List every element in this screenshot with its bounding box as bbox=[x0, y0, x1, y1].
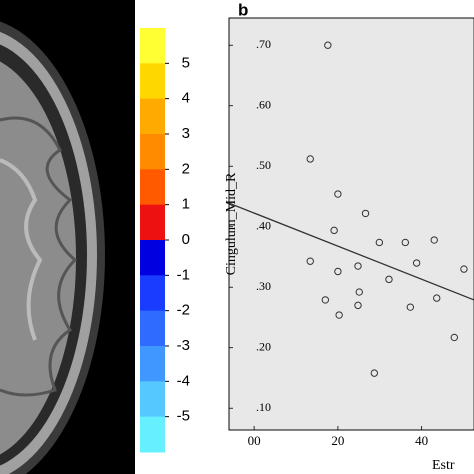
colorbar-segment bbox=[140, 416, 165, 453]
white-matter bbox=[0, 158, 43, 341]
y-tick-label: .70 bbox=[256, 37, 271, 51]
colorbar-tick-label: -1 bbox=[177, 266, 190, 283]
colorbar-tick-label: -2 bbox=[177, 302, 190, 319]
colorbar-tick-label: -3 bbox=[177, 337, 190, 354]
x-tick-label: 40 bbox=[415, 433, 428, 448]
colorbar-segment bbox=[140, 240, 165, 276]
plot-border bbox=[228, 17, 474, 431]
colorbar-segment bbox=[140, 134, 165, 170]
data-point bbox=[412, 259, 421, 267]
data-point bbox=[401, 238, 410, 247]
y-tick-label: .40 bbox=[256, 218, 271, 232]
x-tick-label: 20 bbox=[331, 433, 344, 448]
colorbar-segment bbox=[140, 346, 165, 382]
plot-frame bbox=[228, 17, 474, 431]
fit-line bbox=[228, 202, 474, 301]
data-point bbox=[375, 238, 384, 247]
colorbar-tick-label: 5 bbox=[182, 54, 190, 71]
data-point bbox=[354, 262, 362, 270]
colorbar-tick-label: 3 bbox=[182, 125, 190, 142]
colorbar-segment bbox=[140, 275, 165, 312]
data-point bbox=[306, 155, 314, 163]
data-point bbox=[306, 257, 314, 265]
data-point bbox=[433, 294, 441, 302]
data-point bbox=[361, 209, 370, 218]
x-tick-label: 00 bbox=[248, 433, 261, 448]
colorbar-segment bbox=[140, 310, 165, 347]
colorbar-tick-label: 1 bbox=[182, 196, 190, 213]
data-point bbox=[355, 288, 363, 296]
colorbar-tick-label: 0 bbox=[182, 231, 190, 248]
colorbar-tick-label: 4 bbox=[182, 90, 190, 107]
data-point bbox=[335, 311, 343, 319]
y-tick-label: .20 bbox=[256, 339, 271, 353]
colorbar-tick-label: -5 bbox=[177, 408, 190, 425]
colorbar-segment bbox=[140, 28, 165, 64]
data-point bbox=[354, 301, 362, 310]
y-axis-label: Cingulum_Mid_R bbox=[224, 172, 239, 275]
data-point bbox=[430, 236, 438, 244]
data-point bbox=[324, 41, 332, 49]
y-tick-label: .60 bbox=[256, 97, 271, 111]
data-point bbox=[406, 303, 415, 311]
colorbar-tick-label: -4 bbox=[177, 372, 190, 389]
data-point bbox=[370, 369, 379, 377]
data-point bbox=[321, 296, 330, 304]
y-tick-label: .50 bbox=[256, 158, 271, 172]
x-axis-label: Estr bbox=[432, 458, 455, 473]
data-point bbox=[460, 265, 468, 273]
data-point bbox=[334, 267, 342, 276]
mri-image bbox=[0, 0, 135, 474]
data-point bbox=[450, 333, 459, 342]
colorbar-segment bbox=[140, 98, 165, 135]
colorbar-segment bbox=[140, 169, 165, 206]
y-tick-label: .10 bbox=[256, 400, 271, 414]
colorbar-tick-label: 2 bbox=[182, 160, 190, 177]
data-point bbox=[334, 190, 342, 198]
colorbar-segment bbox=[140, 381, 165, 418]
data-point bbox=[330, 226, 338, 235]
y-tick-label: .30 bbox=[256, 279, 271, 293]
colorbar-segment bbox=[140, 204, 165, 241]
data-point bbox=[385, 275, 393, 284]
colorbar-segment bbox=[140, 63, 165, 100]
sulci bbox=[0, 116, 78, 397]
panel-label: b bbox=[238, 0, 248, 19]
